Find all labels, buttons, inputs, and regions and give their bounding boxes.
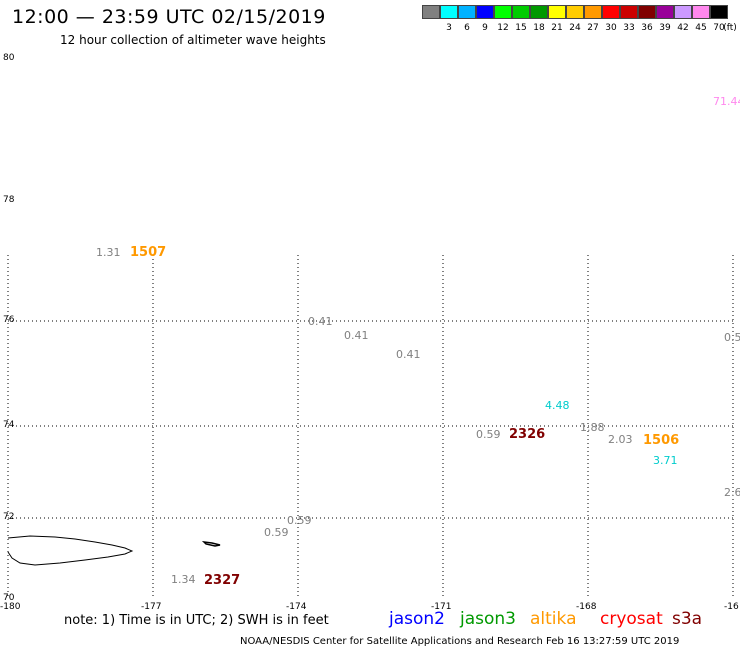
legend-swatch-label: 12	[497, 23, 509, 33]
swh-value: 71.44	[713, 95, 740, 108]
lon-label-171: -171	[431, 602, 451, 612]
lat-label-72: 72	[3, 512, 14, 522]
legend-swatch	[602, 5, 620, 19]
legend-swatch-label: 36	[641, 23, 653, 33]
legend-swatch	[656, 5, 674, 19]
swh-value: 0.41	[308, 315, 333, 328]
lat-label-70: 70	[3, 593, 15, 603]
pass-time-labels: 1507 2326 1506 2327	[130, 245, 679, 588]
legend-swatch	[476, 5, 494, 19]
pass-time-label: 2326	[509, 427, 545, 442]
page-subtitle: 12 hour collection of altimeter wave hei…	[60, 33, 326, 47]
legend-swatch-label: 6	[464, 23, 470, 33]
legend-swatch-label: 42	[677, 23, 689, 33]
legend-swatch-label: 15	[515, 23, 527, 33]
legend-swatch-label: 24	[569, 23, 581, 33]
swh-value: 0.59	[264, 526, 289, 539]
swh-value: 4.48	[545, 399, 570, 412]
legend-swatch	[512, 5, 530, 19]
swh-value: 1.34	[171, 573, 196, 586]
satellite-s3a: s3a	[672, 609, 703, 629]
lat-label-76: 76	[3, 315, 15, 325]
swh-value: 0.41	[396, 348, 421, 361]
legend-swatch-label: 45	[695, 23, 707, 33]
color-legend: 3 6 9 12 15 18 21 24 27 30 33 36 39 42 45 70 (ft)	[422, 5, 737, 37]
grid-lines	[7, 255, 734, 598]
swh-value: 0.59	[476, 428, 501, 441]
swh-value: 0.5	[724, 331, 740, 344]
legend-swatch-label: 9	[482, 23, 488, 33]
pass-time-label: 2327	[204, 573, 240, 588]
swh-value: 1.31	[96, 246, 121, 259]
swh-value: 0.59	[287, 514, 312, 527]
lon-label-177: -177	[141, 602, 161, 612]
legend-swatch-label: 18	[533, 23, 545, 33]
legend-swatch-label: 27	[587, 23, 599, 33]
credit-line: NOAA/NESDIS Center for Satellite Applica…	[240, 636, 680, 647]
swh-value: 1.88	[580, 421, 605, 434]
satellite-altika: altika	[530, 609, 577, 629]
legend-swatch	[710, 5, 728, 19]
legend-swatch	[494, 5, 512, 19]
lon-label-174: -174	[286, 602, 307, 612]
lon-label-165: -16	[724, 602, 739, 612]
page-title: 12:00 — 23:59 UTC 02/15/2019	[12, 6, 326, 28]
legend-swatch	[692, 5, 710, 19]
legend-swatch	[566, 5, 584, 19]
legend-swatch-label: 30	[605, 23, 617, 33]
observation-labels: 71.44 1.31 0.41 0.41 0.41 0.5 4.48 1.88 …	[96, 95, 740, 586]
legend-swatch-label: 3	[446, 23, 452, 33]
legend-swatch	[674, 5, 692, 19]
coastline	[7, 535, 221, 566]
legend-swatch	[620, 5, 638, 19]
lat-label-74: 74	[3, 420, 15, 430]
legend-swatch-label: 33	[623, 23, 635, 33]
lon-label-180: -180	[0, 602, 21, 612]
lon-label-168: -168	[576, 602, 597, 612]
legend-swatch	[440, 5, 458, 19]
swh-value: 3.71	[653, 454, 678, 467]
pass-time-label: 1506	[643, 433, 679, 448]
lat-label-78: 78	[3, 195, 15, 205]
swh-value: 2.6	[724, 486, 740, 499]
satellite-jason3: jason3	[460, 609, 516, 629]
legend-swatch	[548, 5, 566, 19]
pass-time-label: 1507	[130, 245, 166, 260]
legend-swatch-label: 70	[713, 23, 725, 33]
legend-swatch	[638, 5, 656, 19]
legend-swatch-label: 21	[551, 23, 563, 33]
lat-label-80: 80	[3, 53, 15, 63]
swh-value: 0.41	[344, 329, 369, 342]
footer-note: note: 1) Time is in UTC; 2) SWH is in fe…	[64, 613, 329, 628]
legend-swatch	[584, 5, 602, 19]
satellite-jason2: jason2	[389, 609, 445, 629]
legend-swatch	[458, 5, 476, 19]
legend-swatch-label: 39	[659, 23, 671, 33]
island-outline	[7, 535, 134, 566]
swh-value: 2.03	[608, 433, 633, 446]
legend-unit: (ft)	[723, 23, 737, 33]
legend-swatch	[530, 5, 548, 19]
islet-outline	[201, 540, 221, 547]
satellite-cryosat: cryosat	[600, 609, 663, 629]
legend-swatch	[422, 5, 440, 19]
